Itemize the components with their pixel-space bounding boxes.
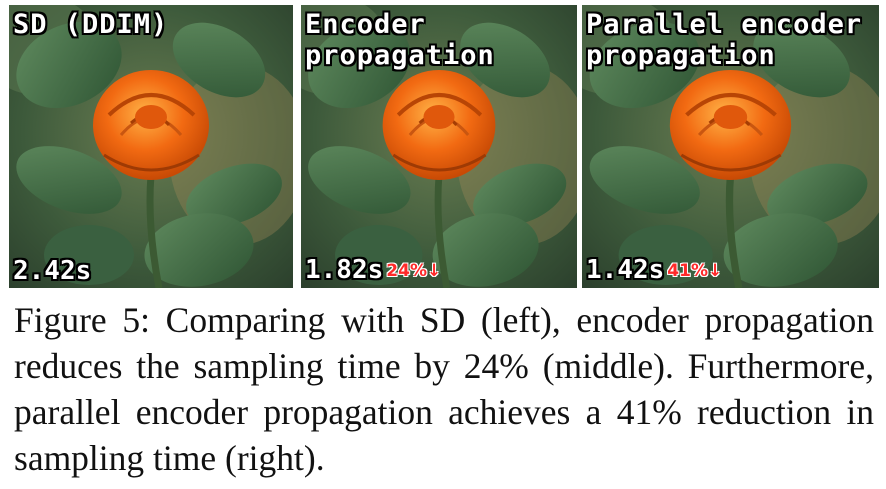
- time-value: 1.42s: [586, 255, 665, 285]
- reduction-badge: 24%↓: [386, 261, 442, 281]
- sampling-time: 2.42s: [13, 256, 91, 286]
- time-value: 2.42s: [13, 256, 92, 286]
- caption-text: Comparing with SD (left), encoder propag…: [14, 300, 875, 478]
- sampling-time: 1.82s 24%↓: [305, 255, 441, 286]
- figure-label: Figure 5:: [14, 300, 150, 340]
- figure-caption: Figure 5: Comparing with SD (left), enco…: [14, 297, 874, 481]
- panel-parallel-encoder-propagation: Parallel encoder propagation 1.42s 41%↓: [582, 5, 879, 288]
- time-value: 1.82s: [305, 255, 384, 285]
- panel-label: Parallel encoder propagation: [586, 9, 863, 71]
- figure-panels: SD (DDIM) 2.42s Encoder propagation 1.82…: [9, 5, 879, 288]
- rose-image: [9, 5, 293, 288]
- sampling-time: 1.42s 41%↓: [586, 255, 722, 286]
- panel-label: Encoder propagation: [305, 9, 495, 71]
- panel-label: SD (DDIM): [13, 9, 169, 40]
- panel-sd-ddim: SD (DDIM) 2.42s: [9, 5, 293, 288]
- panel-encoder-propagation: Encoder propagation 1.82s 24%↓: [301, 5, 577, 288]
- reduction-badge: 41%↓: [667, 261, 723, 281]
